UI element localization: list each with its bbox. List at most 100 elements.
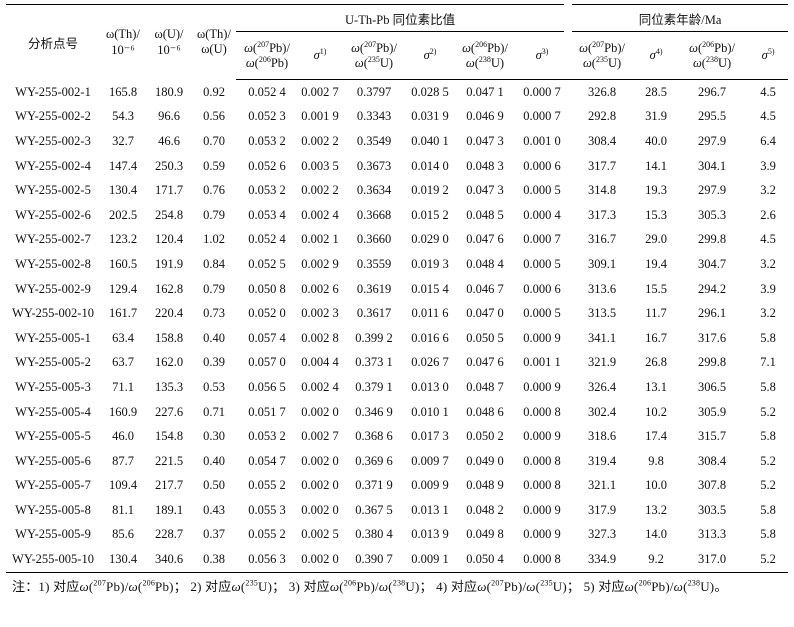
- table-cell: 5.2: [760, 453, 776, 468]
- table-cell: 0.048 3: [466, 158, 504, 173]
- table-cell: 0.013 1: [411, 502, 449, 517]
- table-row: WY-255-002-8 160.5 191.9 0.84 0.052 5 0.002 9…: [6, 252, 788, 277]
- table-cell: 0.39: [203, 355, 225, 370]
- table-cell: 0.3619: [356, 281, 392, 296]
- table-cell: 0.3660: [356, 232, 392, 247]
- table-cell: 9.2: [636, 547, 677, 573]
- table-cell: 0.37: [203, 527, 225, 542]
- row-point-id: WY-255-005-3: [15, 379, 91, 394]
- table-cell: 135.3: [154, 379, 184, 394]
- table-cell: 0.000 7: [523, 232, 561, 247]
- table-cell: 14.1: [645, 158, 668, 173]
- row-point-id: WY-255-002-6: [15, 207, 91, 222]
- table-cell: 0.002 8: [301, 330, 339, 345]
- table-cell: 0.048 9: [466, 478, 504, 493]
- table-cell: 0.048 6: [466, 404, 504, 419]
- table-cell: 0.390 7: [342, 547, 406, 573]
- row-point-id: WY-255-005-1: [15, 330, 91, 345]
- header-sigma-5: σ5): [748, 31, 789, 80]
- table-cell: 11.7: [645, 306, 667, 321]
- table-cell: 0.53: [203, 379, 225, 394]
- table-cell: 0.048 7: [466, 379, 504, 394]
- table-cell: 292.8: [588, 109, 617, 124]
- table-cell: 0.3559: [356, 256, 392, 271]
- table-cell: 13.2: [645, 502, 668, 517]
- table-cell: 0.053 2: [248, 429, 286, 444]
- header-sigma-3: σ3): [516, 31, 569, 80]
- table-cell: 5.8: [760, 502, 776, 517]
- table-cell: 0.000 6: [523, 281, 561, 296]
- table-cell: 0.009 7: [411, 453, 449, 468]
- table-cell: 305.9: [698, 404, 727, 419]
- table-cell: 0.3343: [356, 109, 392, 124]
- table-cell: 0.055 3: [248, 502, 286, 517]
- table-cell: 0.59: [203, 158, 225, 173]
- table-cell: 202.5: [108, 207, 138, 222]
- table-cell: 0.56: [203, 109, 225, 124]
- table-cell: 221.5: [154, 453, 184, 468]
- table-cell: 0.047 3: [466, 133, 504, 148]
- row-point-id: WY-255-005-7: [15, 478, 91, 493]
- table-cell: 0.053 2: [248, 183, 286, 198]
- table-cell: 317.6: [698, 330, 727, 345]
- table-cell: 0.052 3: [248, 109, 286, 124]
- table-cell: 303.5: [698, 502, 727, 517]
- row-point-id: WY-255-002-1: [15, 84, 91, 99]
- table-cell: 0.002 0: [301, 478, 339, 493]
- header-th: ω(Th)/10⁻⁶: [100, 4, 146, 80]
- table-cell: 0.000 5: [523, 256, 561, 271]
- table-cell: 0.026 7: [411, 355, 449, 370]
- table-cell: 0.055 2: [248, 478, 286, 493]
- table-cell: 19.3: [645, 183, 668, 198]
- table-cell: 0.3673: [356, 158, 392, 173]
- table-cell: 0.000 9: [523, 502, 561, 517]
- table-cell: 0.013 0: [411, 379, 449, 394]
- table-cell: 0.047 0: [466, 306, 504, 321]
- table-cell: 0.399 2: [355, 330, 393, 345]
- header-sigma-2: σ2): [406, 31, 454, 80]
- table-cell: 180.9: [154, 84, 184, 99]
- row-point-id: WY-255-002-4: [15, 158, 91, 173]
- table-cell: 5.2: [760, 404, 776, 419]
- table-cell: 296.7: [698, 84, 727, 99]
- table-cell: 0.003 5: [301, 158, 339, 173]
- table-cell: 63.7: [112, 355, 134, 370]
- row-point-id: WY-255-005-10: [6, 547, 100, 573]
- table-cell: 29.0: [645, 232, 668, 247]
- table-cell: 313.5: [588, 306, 617, 321]
- table-cell: 0.38: [192, 547, 236, 573]
- table-cell: 0.40: [203, 453, 225, 468]
- table-cell: 87.7: [112, 453, 134, 468]
- table-cell: 130.4: [108, 183, 138, 198]
- table-cell: 0.000 5: [523, 306, 561, 321]
- table-cell: 315.7: [698, 429, 727, 444]
- table-cell: 0.73: [203, 306, 225, 321]
- table-cell: 0.76: [203, 183, 225, 198]
- table-row: WY-255-002-2 54.3 96.6 0.56 0.052 3 0.001 9 0.…: [6, 105, 788, 130]
- table-cell: 32.7: [112, 133, 134, 148]
- table-row: WY-255-002-3 32.7 46.6 0.70 0.053 2 0.002 2 0.…: [6, 129, 788, 154]
- table-cell: 0.000 6: [523, 158, 561, 173]
- table-cell: 321.1: [588, 478, 617, 493]
- table-cell: 0.002 7: [301, 429, 339, 444]
- table-cell: 19.4: [645, 256, 668, 271]
- table-cell: 13.1: [645, 379, 668, 394]
- table-cell: 96.6: [158, 109, 180, 124]
- row-point-id: WY-255-005-9: [15, 527, 91, 542]
- table-cell: 313.3: [698, 527, 727, 542]
- table-cell: 0.048 5: [466, 207, 504, 222]
- header-group-ratios: U-Th-Pb 同位素比值: [236, 4, 569, 32]
- row-point-id: WY-255-002-2: [15, 109, 91, 124]
- table-cell: 0.002 1: [301, 232, 339, 247]
- table-cell: 0.79: [203, 207, 225, 222]
- table-row: WY-255-005-7 109.4 217.7 0.50 0.055 2 0.002 0…: [6, 474, 788, 499]
- table-row: WY-255-002-9 129.4 162.8 0.79 0.050 8 0.002 6…: [6, 277, 788, 302]
- table-cell: 28.5: [645, 84, 668, 99]
- table-cell: 158.8: [154, 330, 184, 345]
- table-cell: 165.8: [108, 84, 138, 99]
- table-cell: 341.1: [588, 330, 617, 345]
- table-cell: 0.71: [203, 404, 225, 419]
- table-cell: 0.002 3: [301, 306, 339, 321]
- row-point-id: WY-255-002-9: [15, 281, 91, 296]
